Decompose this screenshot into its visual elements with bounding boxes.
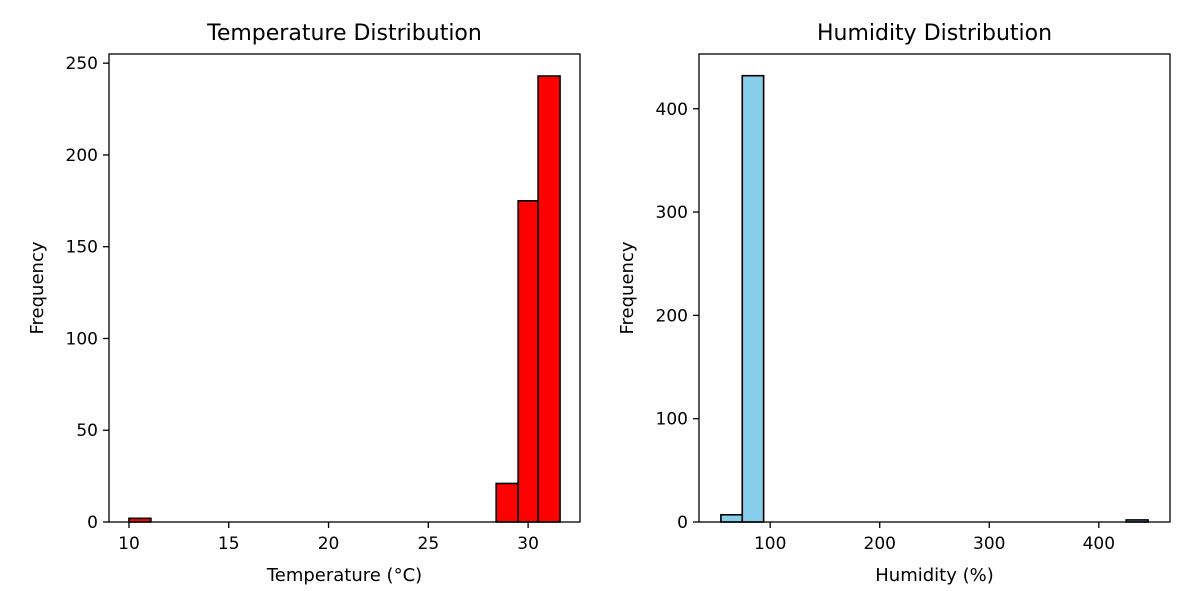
y-axis-label: Frequency <box>27 241 48 334</box>
histogram-bar <box>495 482 519 523</box>
chart-title: Humidity Distribution <box>817 21 1052 46</box>
histogram-bar <box>517 200 539 523</box>
x-axis-label: Temperature (°C) <box>266 565 422 586</box>
y-tick-label: 100 <box>66 329 98 349</box>
y-tick-label: 300 <box>656 203 688 223</box>
histogram-bar <box>537 75 561 523</box>
x-tick-label: 200 <box>864 534 896 554</box>
humidity-histogram-panel: Humidity Distribution 100 200 300 400 0 100 2… <box>617 21 1171 586</box>
temperature-histogram-panel: Temperature Distribution 10 15 20 25 30 0 50 1… <box>27 21 581 586</box>
plot-frame <box>698 53 1171 523</box>
x-tick-label: 300 <box>973 534 1005 554</box>
x-tick-label: 10 <box>118 534 140 554</box>
y-tick-label: 400 <box>656 100 688 120</box>
y-tick-label: 200 <box>66 146 98 166</box>
y-axis-ticks: 0 100 200 300 400 <box>656 100 699 533</box>
y-tick-label: 250 <box>66 54 98 74</box>
x-tick-label: 15 <box>218 534 240 554</box>
x-tick-label: 100 <box>754 534 786 554</box>
x-tick-label: 30 <box>517 534 539 554</box>
y-axis-ticks: 0 50 100 150 200 250 <box>66 54 109 533</box>
y-tick-label: 0 <box>87 513 98 533</box>
plot-frame <box>108 53 581 523</box>
y-tick-label: 0 <box>677 513 688 533</box>
histogram-bar <box>741 74 765 523</box>
y-tick-label: 200 <box>656 306 688 326</box>
y-tick-label: 50 <box>76 421 98 441</box>
bars-group <box>128 75 561 523</box>
x-tick-label: 25 <box>418 534 440 554</box>
chart-title: Temperature Distribution <box>206 21 482 46</box>
x-tick-label: 400 <box>1083 534 1115 554</box>
y-tick-label: 150 <box>66 238 98 258</box>
y-tick-label: 100 <box>656 410 688 430</box>
x-axis-ticks: 10 15 20 25 30 <box>118 522 539 554</box>
y-axis-label: Frequency <box>617 241 638 334</box>
histogram-bar <box>720 513 744 523</box>
x-axis-ticks: 100 200 300 400 <box>754 522 1115 554</box>
x-tick-label: 20 <box>318 534 340 554</box>
x-axis-label: Humidity (%) <box>875 565 994 586</box>
bars-group <box>720 74 1149 523</box>
